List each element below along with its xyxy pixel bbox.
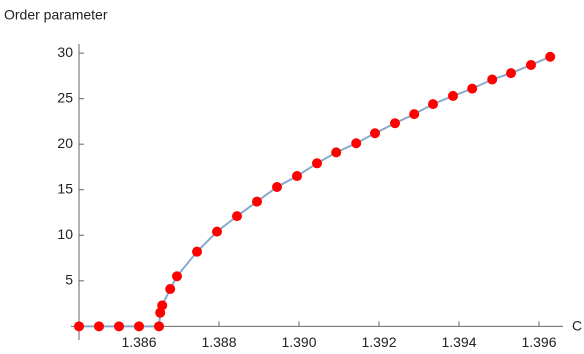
point (192, 246, 202, 257)
point (94, 321, 104, 332)
x-axis-label: C (572, 318, 582, 334)
point (157, 300, 168, 311)
point (292, 171, 302, 182)
x-tick-label: 1.386 (121, 334, 156, 350)
y-tick-label: 15 (57, 180, 73, 196)
point (272, 181, 282, 192)
point (526, 59, 536, 70)
point (165, 283, 176, 294)
point (134, 321, 144, 332)
x-tick-label: 1.388 (201, 334, 236, 350)
x-tick-label: 1.394 (441, 334, 476, 350)
point (409, 109, 420, 120)
point (467, 83, 478, 94)
point (331, 147, 342, 158)
y-axis-label: Order parameter (4, 7, 108, 23)
point (212, 226, 222, 237)
x-tick-label: 1.396 (521, 334, 556, 350)
point (506, 68, 516, 79)
point (390, 118, 400, 129)
y-tick-label: 25 (57, 89, 73, 105)
point (232, 211, 242, 222)
y-tick-label: 20 (57, 135, 73, 151)
point (487, 74, 498, 85)
point (448, 90, 458, 101)
point (114, 321, 124, 332)
y-tick-label: 30 (57, 44, 73, 60)
point (428, 99, 438, 110)
point (172, 271, 182, 282)
x-tick-label: 1.390 (281, 334, 316, 350)
point (154, 321, 164, 332)
point (252, 196, 262, 207)
x-tick-label: 1.392 (361, 334, 396, 350)
point (370, 128, 380, 139)
point (74, 321, 84, 332)
y-tick-label: 5 (65, 272, 73, 288)
point (312, 158, 322, 169)
y-tick-label: 10 (57, 226, 73, 242)
series-line (79, 55, 551, 328)
point (351, 138, 362, 149)
point (545, 51, 556, 62)
